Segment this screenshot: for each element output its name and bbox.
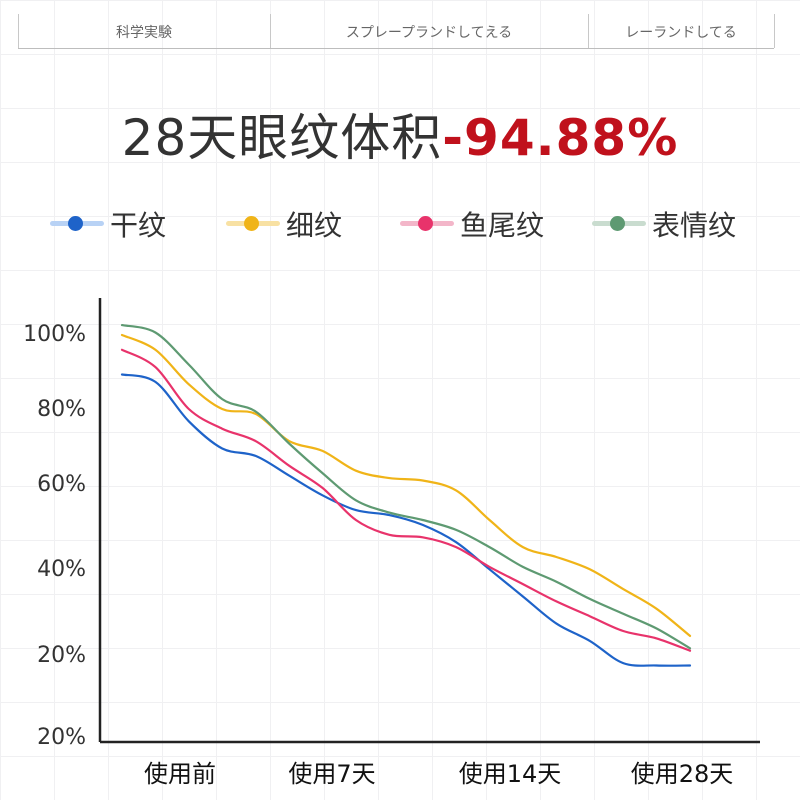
segment-divider (588, 14, 589, 48)
series-line-4 (120, 324, 692, 650)
title-percentage: -94.88% (442, 109, 679, 167)
top-navigation-bar: 科学実験 スプレープランドしてえる レーランドしてる (18, 14, 775, 49)
legend: 干纹 细纹 鱼尾纹 表情纹 (50, 204, 770, 244)
legend-label: 表情纹 (652, 209, 737, 242)
y-tick-label: 80% (37, 397, 86, 422)
segment-divider (18, 14, 19, 48)
legend-label: 干纹 (110, 209, 167, 242)
y-tick-label: 20% (37, 725, 86, 750)
x-tick-label: 使用前 (144, 760, 216, 788)
x-tick-label: 使用14天 (459, 760, 562, 788)
legend-item-dry-lines: 干纹 (50, 204, 166, 244)
legend-swatch (226, 204, 280, 244)
series-line-3 (120, 348, 692, 652)
legend-label: 细纹 (286, 209, 343, 242)
header-segment-1: 科学実験 (116, 25, 172, 41)
y-tick-label: 40% (37, 557, 86, 582)
legend-swatch (592, 204, 646, 244)
legend-label: 鱼尾纹 (460, 209, 545, 242)
y-tick-label: 100% (23, 322, 86, 347)
header-segment-3: レーランドしてる (625, 25, 737, 41)
legend-item-expression-lines: 表情纹 (592, 204, 736, 244)
header-segment-2: スプレープランドしてえる (345, 25, 513, 41)
x-tick-label: 使用7天 (288, 760, 375, 788)
legend-item-crows-feet: 鱼尾纹 (400, 204, 544, 244)
chart-title: 28天眼纹体积-94.88% (0, 98, 800, 170)
top-rule (18, 48, 774, 49)
legend-swatch (400, 204, 454, 244)
legend-item-fine-lines: 细纹 (226, 204, 342, 244)
y-tick-label: 20% (37, 643, 86, 668)
segment-divider (774, 14, 775, 48)
title-prefix: 28天眼纹体积 (121, 109, 443, 167)
series-line-2 (120, 333, 692, 637)
segment-divider (270, 14, 271, 48)
x-tick-label: 使用28天 (631, 760, 734, 788)
legend-swatch (50, 204, 104, 244)
series-line-1 (120, 373, 692, 667)
y-tick-label: 60% (37, 472, 86, 497)
